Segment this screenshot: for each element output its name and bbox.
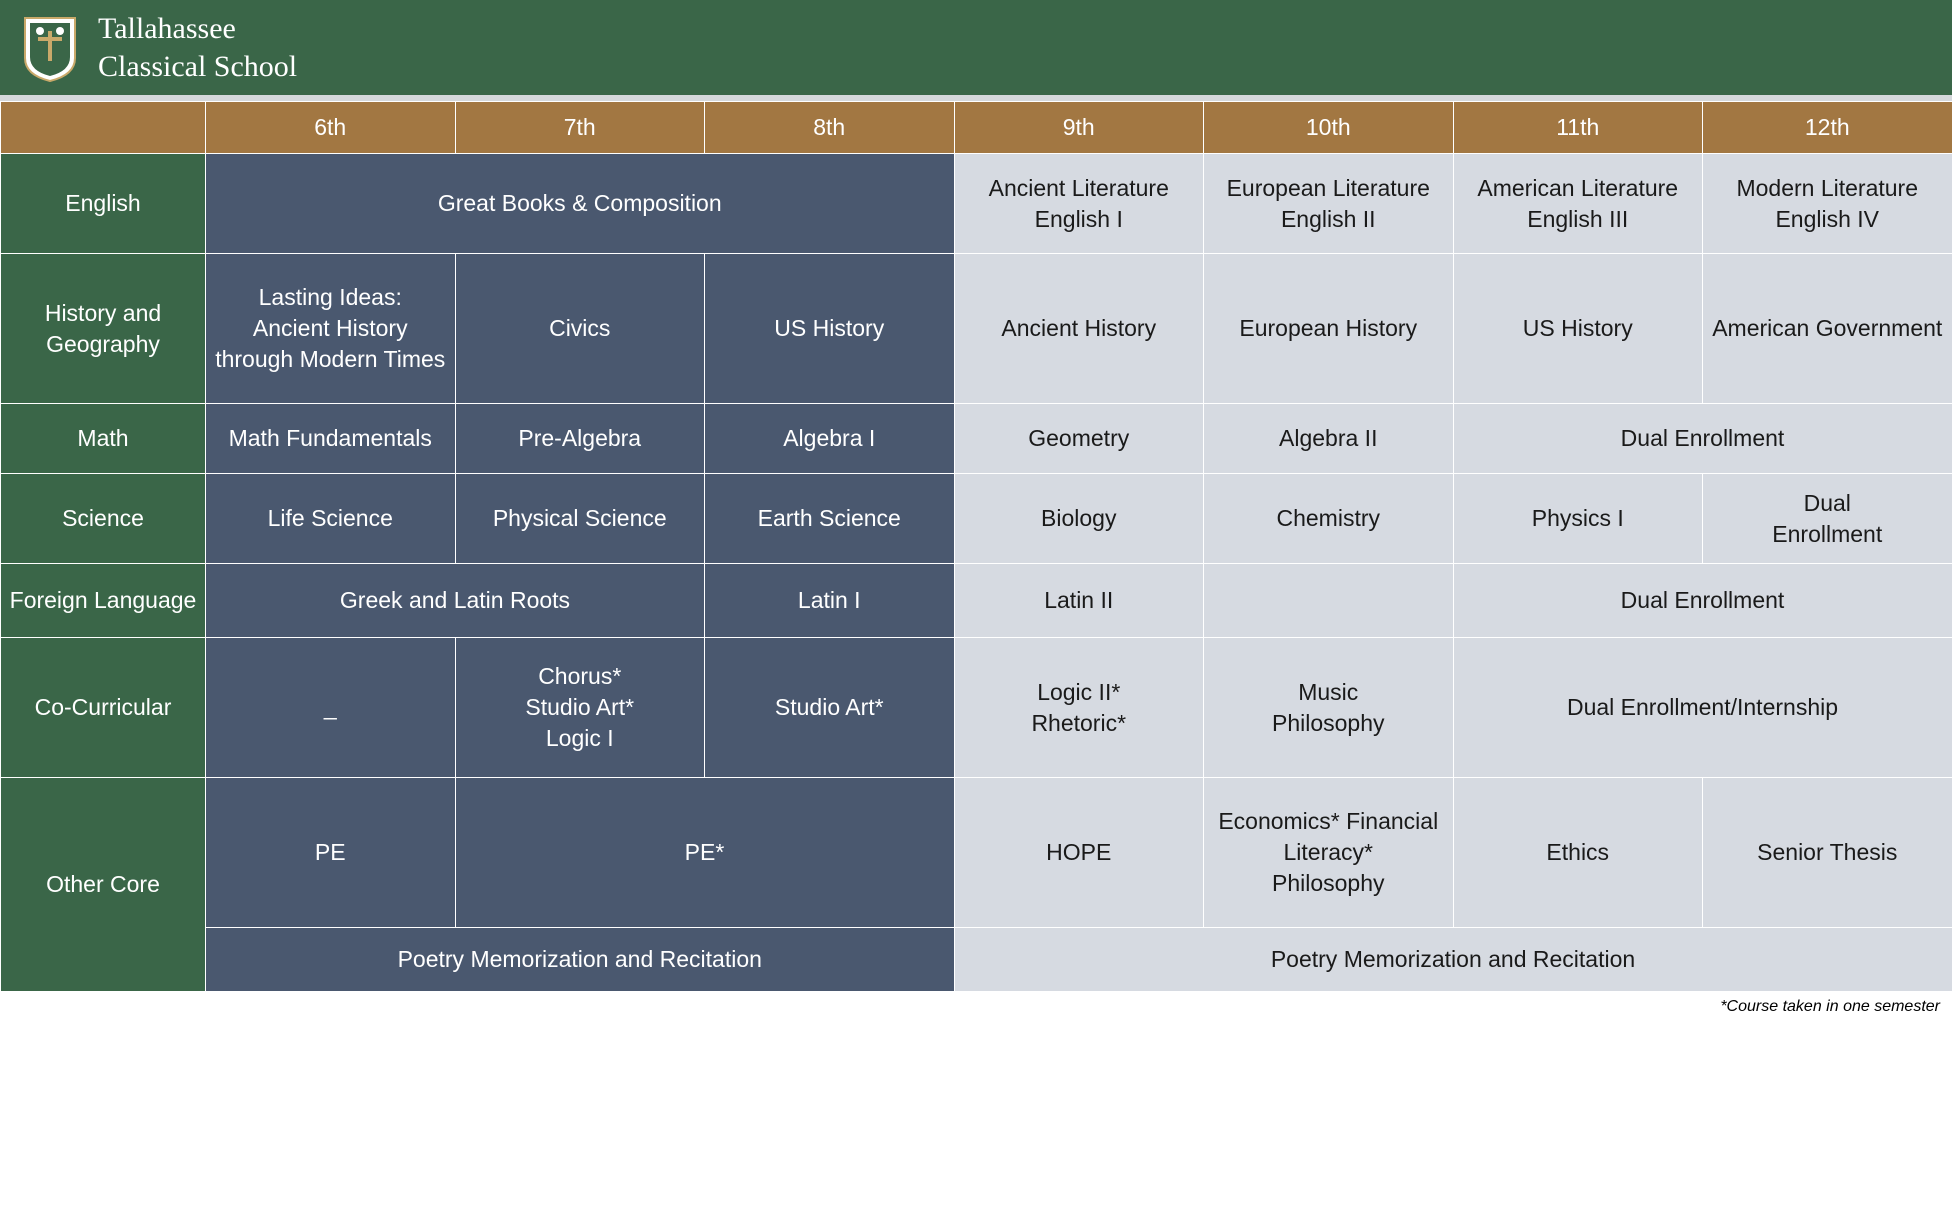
science-11: Physics I [1453,474,1703,564]
math-11-12: Dual Enrollment [1453,404,1952,474]
other-9: HOPE [954,778,1204,928]
science-12: Dual Enrollment [1703,474,1952,564]
other-12: Senior Thesis [1703,778,1952,928]
subject-english: English [1,154,206,254]
cell-line: Logic II* [963,677,1196,708]
row-math: Math Math Fundamentals Pre-Algebra Algeb… [1,404,1952,474]
cell-line: American Literature [1462,173,1695,204]
cell-line: Lasting Ideas: [214,282,447,313]
school-name-line1: Tallahassee [98,10,297,48]
english-6-8: Great Books & Composition [206,154,955,254]
cell-line: Ancient Literature [963,173,1196,204]
subject-math: Math [1,404,206,474]
school-logo-icon [20,13,80,83]
math-6: Math Fundamentals [206,404,456,474]
cocurr-8: Studio Art* [705,638,955,778]
cocurr-7: Chorus* Studio Art* Logic I [455,638,705,778]
cell-line: Enrollment [1711,519,1944,550]
cocurr-6: _ [206,638,456,778]
school-name: Tallahassee Classical School [98,10,297,85]
school-name-line2: Classical School [98,48,297,86]
grade-head-7: 7th [455,102,705,154]
cell-line: English IV [1711,204,1944,235]
row-science: Science Life Science Physical Science Ea… [1,474,1952,564]
cell-line: Music [1212,677,1445,708]
grade-head-9: 9th [954,102,1204,154]
fl-10 [1204,564,1454,638]
corner-cell [1,102,206,154]
row-cocurricular: Co-Curricular _ Chorus* Studio Art* Logi… [1,638,1952,778]
cell-line: English I [963,204,1196,235]
fl-6-7: Greek and Latin Roots [206,564,705,638]
science-7: Physical Science [455,474,705,564]
cell-line: Logic I [464,723,697,754]
english-9: Ancient Literature English I [954,154,1204,254]
grade-head-8: 8th [705,102,955,154]
row-english: English Great Books & Composition Ancien… [1,154,1952,254]
fl-11-12: Dual Enrollment [1453,564,1952,638]
grade-head-12: 12th [1703,102,1952,154]
cell-line: European Literature [1212,173,1445,204]
curriculum-table: 6th 7th 8th 9th 10th 11th 12th English G… [0,101,1952,992]
science-6: Life Science [206,474,456,564]
other-10: Economics* Financial Literacy* Philosoph… [1204,778,1454,928]
math-10: Algebra II [1204,404,1454,474]
history-8: US History [705,254,955,404]
cocurr-11-12: Dual Enrollment/Internship [1453,638,1952,778]
history-7: Civics [455,254,705,404]
grade-head-10: 10th [1204,102,1454,154]
subject-history: History and Geography [1,254,206,404]
english-11: American Literature English III [1453,154,1703,254]
cell-line: Modern Literature [1711,173,1944,204]
science-8: Earth Science [705,474,955,564]
row-history: History and Geography Lasting Ideas: Anc… [1,254,1952,404]
other-7-8: PE* [455,778,954,928]
cell-line: Philosophy [1212,868,1445,899]
history-9: Ancient History [954,254,1204,404]
poetry-hs: Poetry Memorization and Recitation [954,928,1952,992]
grade-head-6: 6th [206,102,456,154]
subject-cocurricular: Co-Curricular [1,638,206,778]
grade-head-11: 11th [1453,102,1703,154]
subject-other-core: Other Core [1,778,206,992]
subject-foreign-language: Foreign Language [1,564,206,638]
cocurr-9: Logic II* Rhetoric* [954,638,1204,778]
science-10: Chemistry [1204,474,1454,564]
cell-line: Dual [1711,488,1944,519]
history-11: US History [1453,254,1703,404]
history-10: European History [1204,254,1454,404]
history-12: American Government [1703,254,1952,404]
cell-line: Rhetoric* [963,708,1196,739]
cell-line: English III [1462,204,1695,235]
cell-line: Philosophy [1212,708,1445,739]
other-6: PE [206,778,456,928]
other-11: Ethics [1453,778,1703,928]
history-6: Lasting Ideas: Ancient History through M… [206,254,456,404]
cocurr-10: Music Philosophy [1204,638,1454,778]
subject-science: Science [1,474,206,564]
cell-line: Studio Art* [464,692,697,723]
footnote: *Course taken in one semester [0,992,1952,1016]
math-8: Algebra I [705,404,955,474]
row-foreign-language: Foreign Language Greek and Latin Roots L… [1,564,1952,638]
cell-line: Economics* Financial Literacy* [1212,806,1445,868]
cell-line: Ancient History through Modern Times [214,313,447,375]
row-other-core-1: Other Core PE PE* HOPE Economics* Financ… [1,778,1952,928]
english-10: European Literature English II [1204,154,1454,254]
grade-header-row: 6th 7th 8th 9th 10th 11th 12th [1,102,1952,154]
cell-line: Chorus* [464,661,697,692]
math-9: Geometry [954,404,1204,474]
fl-9: Latin II [954,564,1204,638]
math-7: Pre-Algebra [455,404,705,474]
poetry-ms: Poetry Memorization and Recitation [206,928,955,992]
page-header: Tallahassee Classical School [0,0,1952,95]
row-other-core-2: Poetry Memorization and Recitation Poetr… [1,928,1952,992]
science-9: Biology [954,474,1204,564]
fl-8: Latin I [705,564,955,638]
cell-line: English II [1212,204,1445,235]
english-12: Modern Literature English IV [1703,154,1952,254]
